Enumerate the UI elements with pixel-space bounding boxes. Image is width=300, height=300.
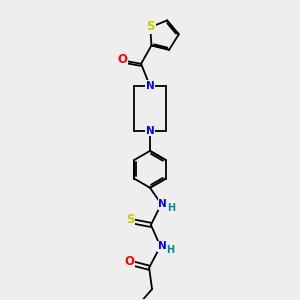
Text: N: N [158,241,166,251]
Text: S: S [147,20,155,33]
Text: N: N [146,126,154,136]
Text: N: N [146,81,154,91]
Text: O: O [117,52,128,66]
Text: H: H [166,245,174,255]
Text: S: S [126,213,134,226]
Text: H: H [167,203,175,213]
Text: N: N [158,199,167,209]
Text: O: O [124,255,134,268]
